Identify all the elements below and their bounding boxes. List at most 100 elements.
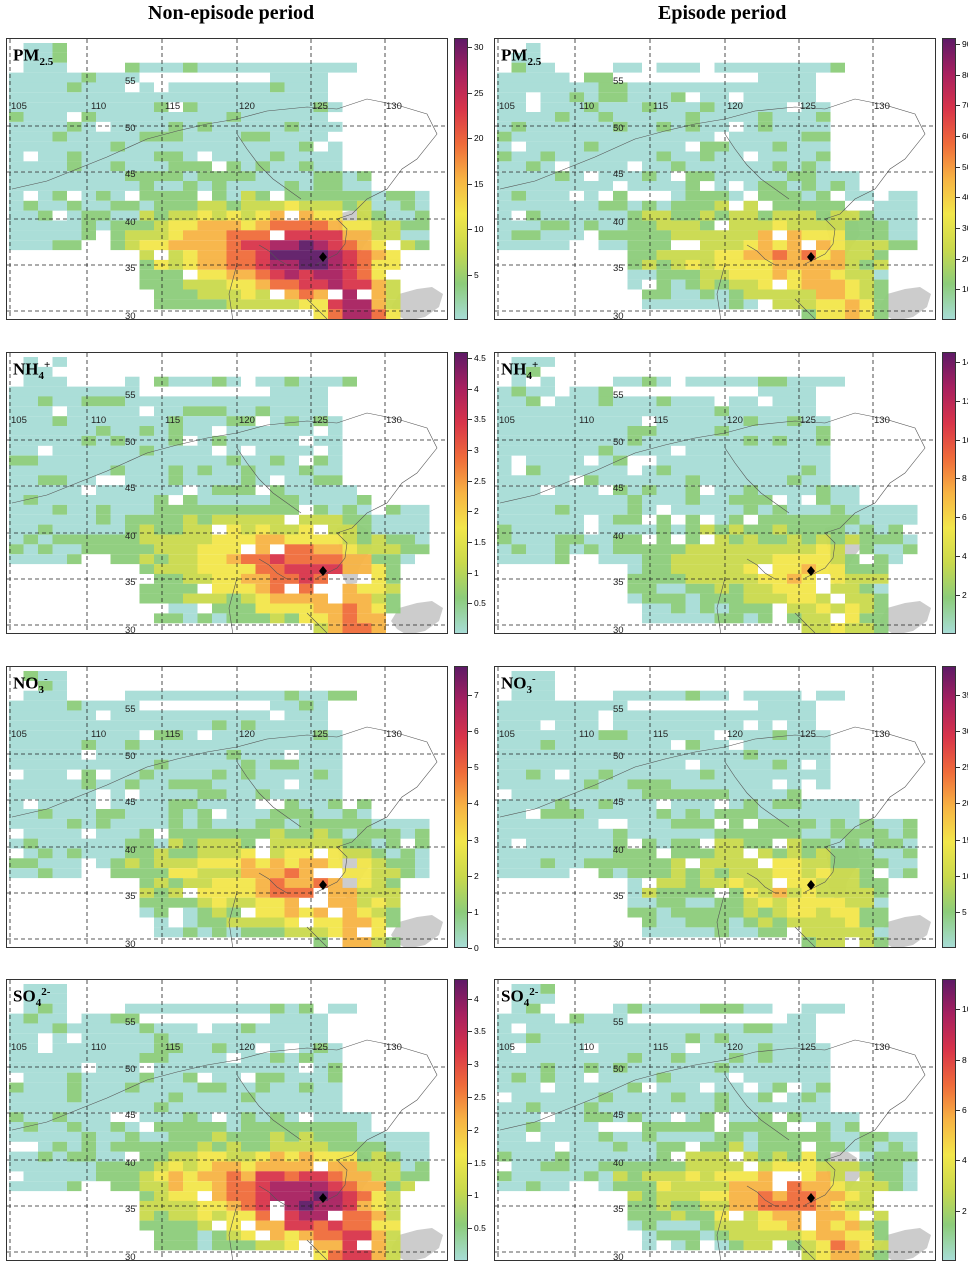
grid-cell — [642, 504, 657, 515]
grid-cell — [255, 710, 270, 721]
grid-cell — [313, 828, 328, 839]
grid-cell — [226, 838, 241, 849]
coastline — [804, 218, 836, 265]
grid-cell — [700, 740, 715, 750]
colorbar-tick-mark — [468, 1162, 472, 1164]
grid-cell — [700, 406, 715, 417]
grid-cell — [511, 475, 526, 486]
grid-cell — [139, 1092, 154, 1103]
grid-cell — [183, 181, 198, 191]
grid-cell — [642, 759, 657, 770]
grid-cell — [23, 1033, 38, 1044]
grid-cell — [183, 917, 198, 928]
grid-cell — [627, 406, 642, 417]
grid-cell — [313, 406, 328, 417]
grid-cell — [656, 838, 671, 849]
grid-cell — [168, 524, 183, 535]
grid-cell — [212, 544, 227, 555]
colorbar-tick-mark — [956, 136, 960, 138]
grid-cell — [613, 465, 628, 476]
grid-cell — [816, 299, 831, 310]
grid-cell — [284, 485, 299, 496]
grid-cell — [255, 1210, 270, 1221]
grid-cell — [96, 1171, 111, 1182]
longitude-label: 125 — [800, 415, 816, 426]
grid-cell — [685, 1092, 700, 1103]
grid-cell — [787, 92, 802, 103]
grid-cell — [342, 200, 357, 211]
grid-cell — [671, 131, 686, 142]
grid-cell — [511, 1141, 526, 1152]
grid-cell — [772, 181, 787, 191]
colorbar-tick-label: 2.5 — [474, 1092, 486, 1103]
colorbar-tick-label: 15 — [474, 178, 484, 189]
grid-cell — [685, 740, 700, 750]
grid-cell — [598, 92, 613, 103]
grid-cell — [555, 1171, 570, 1182]
grid-cell — [139, 1161, 154, 1172]
grid-cell — [511, 828, 526, 839]
colorbar-tick-mark — [468, 911, 472, 913]
grid-cell — [714, 416, 729, 427]
grid-cell — [168, 161, 183, 172]
grid-cell — [52, 1062, 67, 1073]
grid-cell — [772, 917, 787, 928]
longitude-label: 115 — [653, 1042, 668, 1053]
grid-cell — [81, 1013, 96, 1024]
grid-cell — [801, 710, 816, 721]
grid-cell — [226, 749, 241, 760]
grid-cell — [270, 1171, 285, 1182]
grid-cell — [845, 1122, 860, 1132]
grid-cell — [154, 406, 169, 417]
grid-cell — [787, 1220, 802, 1231]
grid-cell — [110, 406, 125, 417]
longitude-label: 120 — [727, 1042, 743, 1053]
grid-cell — [526, 43, 541, 53]
grid-cell — [613, 740, 628, 750]
grid-cell — [386, 190, 401, 201]
grid-cell — [67, 779, 82, 790]
grid-cell — [671, 544, 686, 555]
grid-cell — [183, 1092, 198, 1103]
grid-cell — [801, 1023, 816, 1034]
grid-cell — [497, 1171, 512, 1182]
grid-cell — [787, 82, 802, 93]
grid-cell — [342, 937, 357, 947]
grid-cell — [67, 72, 82, 83]
grid-cell — [627, 1181, 642, 1192]
grid-cell — [96, 220, 111, 231]
grid-cell — [52, 828, 67, 839]
grid-cell — [125, 1053, 140, 1063]
grid-cell — [313, 779, 328, 790]
grid-cell — [299, 1013, 314, 1024]
grid-cell — [154, 92, 169, 103]
grid-cell — [284, 92, 299, 103]
grid-cell — [700, 416, 715, 427]
grid-cell — [197, 759, 212, 770]
grid-cell — [758, 740, 773, 750]
grid-cell — [168, 406, 183, 417]
grid-cell — [642, 1033, 657, 1044]
grid-cell — [357, 1161, 372, 1172]
grid-cell — [125, 210, 140, 221]
grid-cell — [627, 809, 642, 819]
latitude-label: 40 — [613, 217, 624, 228]
grid-cell — [284, 1112, 299, 1123]
grid-cell — [627, 495, 642, 505]
grid-cell — [700, 779, 715, 790]
grid-cell — [656, 465, 671, 476]
grid-cell — [555, 230, 570, 241]
grid-cell — [888, 230, 903, 241]
grid-cell — [400, 1161, 415, 1172]
grid-cell — [540, 671, 555, 681]
grid-cell — [758, 554, 773, 565]
colorbar-tick-label: 8 — [962, 473, 967, 484]
grid-cell — [67, 416, 82, 427]
grid-cell — [743, 112, 758, 122]
grid-cell — [313, 603, 328, 614]
grid-cell — [613, 524, 628, 535]
grid-cell — [671, 1003, 686, 1014]
species-subscript: 4 — [38, 370, 45, 383]
grid-cell — [197, 514, 212, 525]
grid-cell — [284, 927, 299, 938]
